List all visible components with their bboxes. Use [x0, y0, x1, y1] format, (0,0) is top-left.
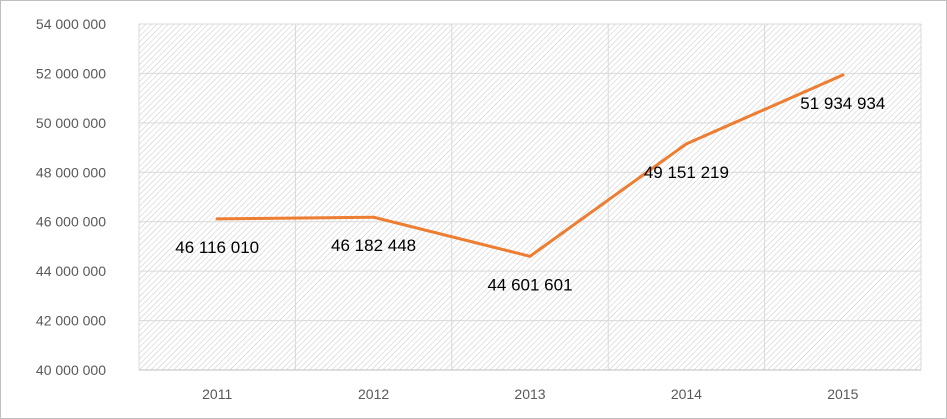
data-point — [215, 217, 219, 221]
x-tick-label: 2011 — [202, 386, 232, 402]
data-labels: 46 116 010 46 182 448 44 601 601 49 151 219… — [175, 94, 885, 294]
data-label: 49 151 219 — [644, 163, 729, 182]
data-label: 51 934 934 — [800, 94, 885, 113]
y-tick-label: 48 000 000 — [36, 164, 106, 180]
data-point — [841, 73, 845, 77]
data-label: 46 182 448 — [331, 236, 416, 255]
y-axis-tick-labels: 40 000 000 42 000 000 44 000 000 46 000 000… — [36, 16, 106, 378]
x-tick-label: 2013 — [514, 386, 545, 402]
y-tick-label: 40 000 000 — [36, 362, 106, 378]
data-label: 46 116 010 — [175, 238, 259, 257]
x-tick-label: 2012 — [358, 386, 389, 402]
y-tick-label: 54 000 000 — [36, 16, 106, 32]
data-point — [684, 142, 688, 146]
x-tick-label: 2014 — [671, 386, 702, 402]
y-tick-label: 50 000 000 — [36, 115, 106, 131]
y-tick-label: 44 000 000 — [36, 263, 106, 279]
y-tick-label: 46 000 000 — [36, 214, 106, 230]
y-tick-label: 52 000 000 — [36, 65, 106, 81]
data-point — [372, 215, 376, 219]
data-point — [528, 254, 532, 258]
data-label: 44 601 601 — [487, 275, 572, 294]
x-axis-tick-labels: 2011 2012 2013 2014 2015 — [202, 386, 858, 402]
gridlines — [138, 23, 922, 370]
series — [215, 73, 845, 258]
x-tick-label: 2015 — [827, 386, 858, 402]
y-tick-label: 42 000 000 — [36, 313, 106, 329]
plot-area — [139, 24, 921, 370]
